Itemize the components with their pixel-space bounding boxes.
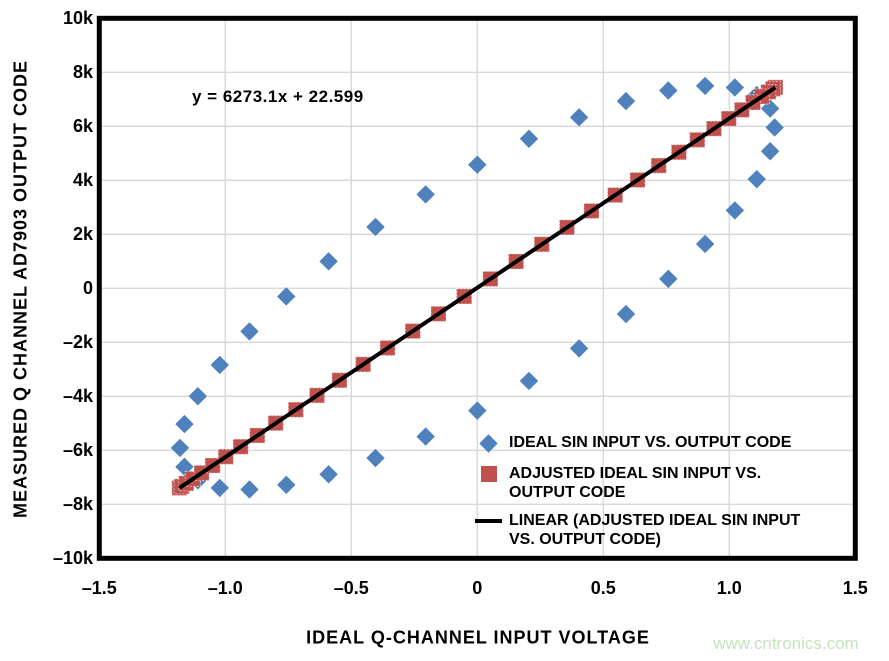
ideal-sin-data-point <box>170 438 190 458</box>
ideal-sin-data-point <box>366 217 385 237</box>
ideal-sin-data-point <box>416 427 435 446</box>
ideal-sin-data-point <box>277 475 296 495</box>
ideal-sin-data-point <box>188 386 208 406</box>
ideal-sin-data-point <box>319 252 338 271</box>
ideal-sin-data-point <box>319 465 338 484</box>
ideal-sin-data-point <box>468 155 487 174</box>
regression-line <box>178 85 777 490</box>
ideal-sin-data-point <box>695 76 715 96</box>
ideal-sin-data-point <box>468 401 487 420</box>
ideal-sin-data-point <box>569 339 589 358</box>
ideal-sin-data-point <box>695 234 715 254</box>
ideal-sin-data-point <box>616 304 636 324</box>
ideal-sin-data-point <box>277 287 296 306</box>
ideal-sin-data-point <box>519 129 539 148</box>
ideal-sin-data-point <box>240 480 259 499</box>
ideal-sin-data-point <box>760 142 780 161</box>
plot-border <box>96 15 858 561</box>
ideal-sin-data-point <box>616 91 636 111</box>
ideal-sin-data-point <box>210 478 229 498</box>
ideal-sin-data-point <box>175 414 194 434</box>
ideal-sin-data-point <box>747 169 766 189</box>
ideal-sin-data-point <box>366 448 385 468</box>
ideal-sin-data-point <box>725 201 745 220</box>
ideal-sin-data-point <box>659 81 678 100</box>
ideal-sin-data-point <box>210 355 229 375</box>
ideal-sin-data-point <box>519 371 539 391</box>
ideal-sin-data-point <box>760 99 780 118</box>
ideal-sin-data-point <box>725 78 745 97</box>
ideal-sin-data-point <box>659 269 678 289</box>
ideal-sin-data-point <box>765 118 784 137</box>
ideal-sin-data-point <box>416 185 435 204</box>
ideal-sin-data-point <box>569 108 589 127</box>
ideal-sin-data-point <box>240 322 259 341</box>
